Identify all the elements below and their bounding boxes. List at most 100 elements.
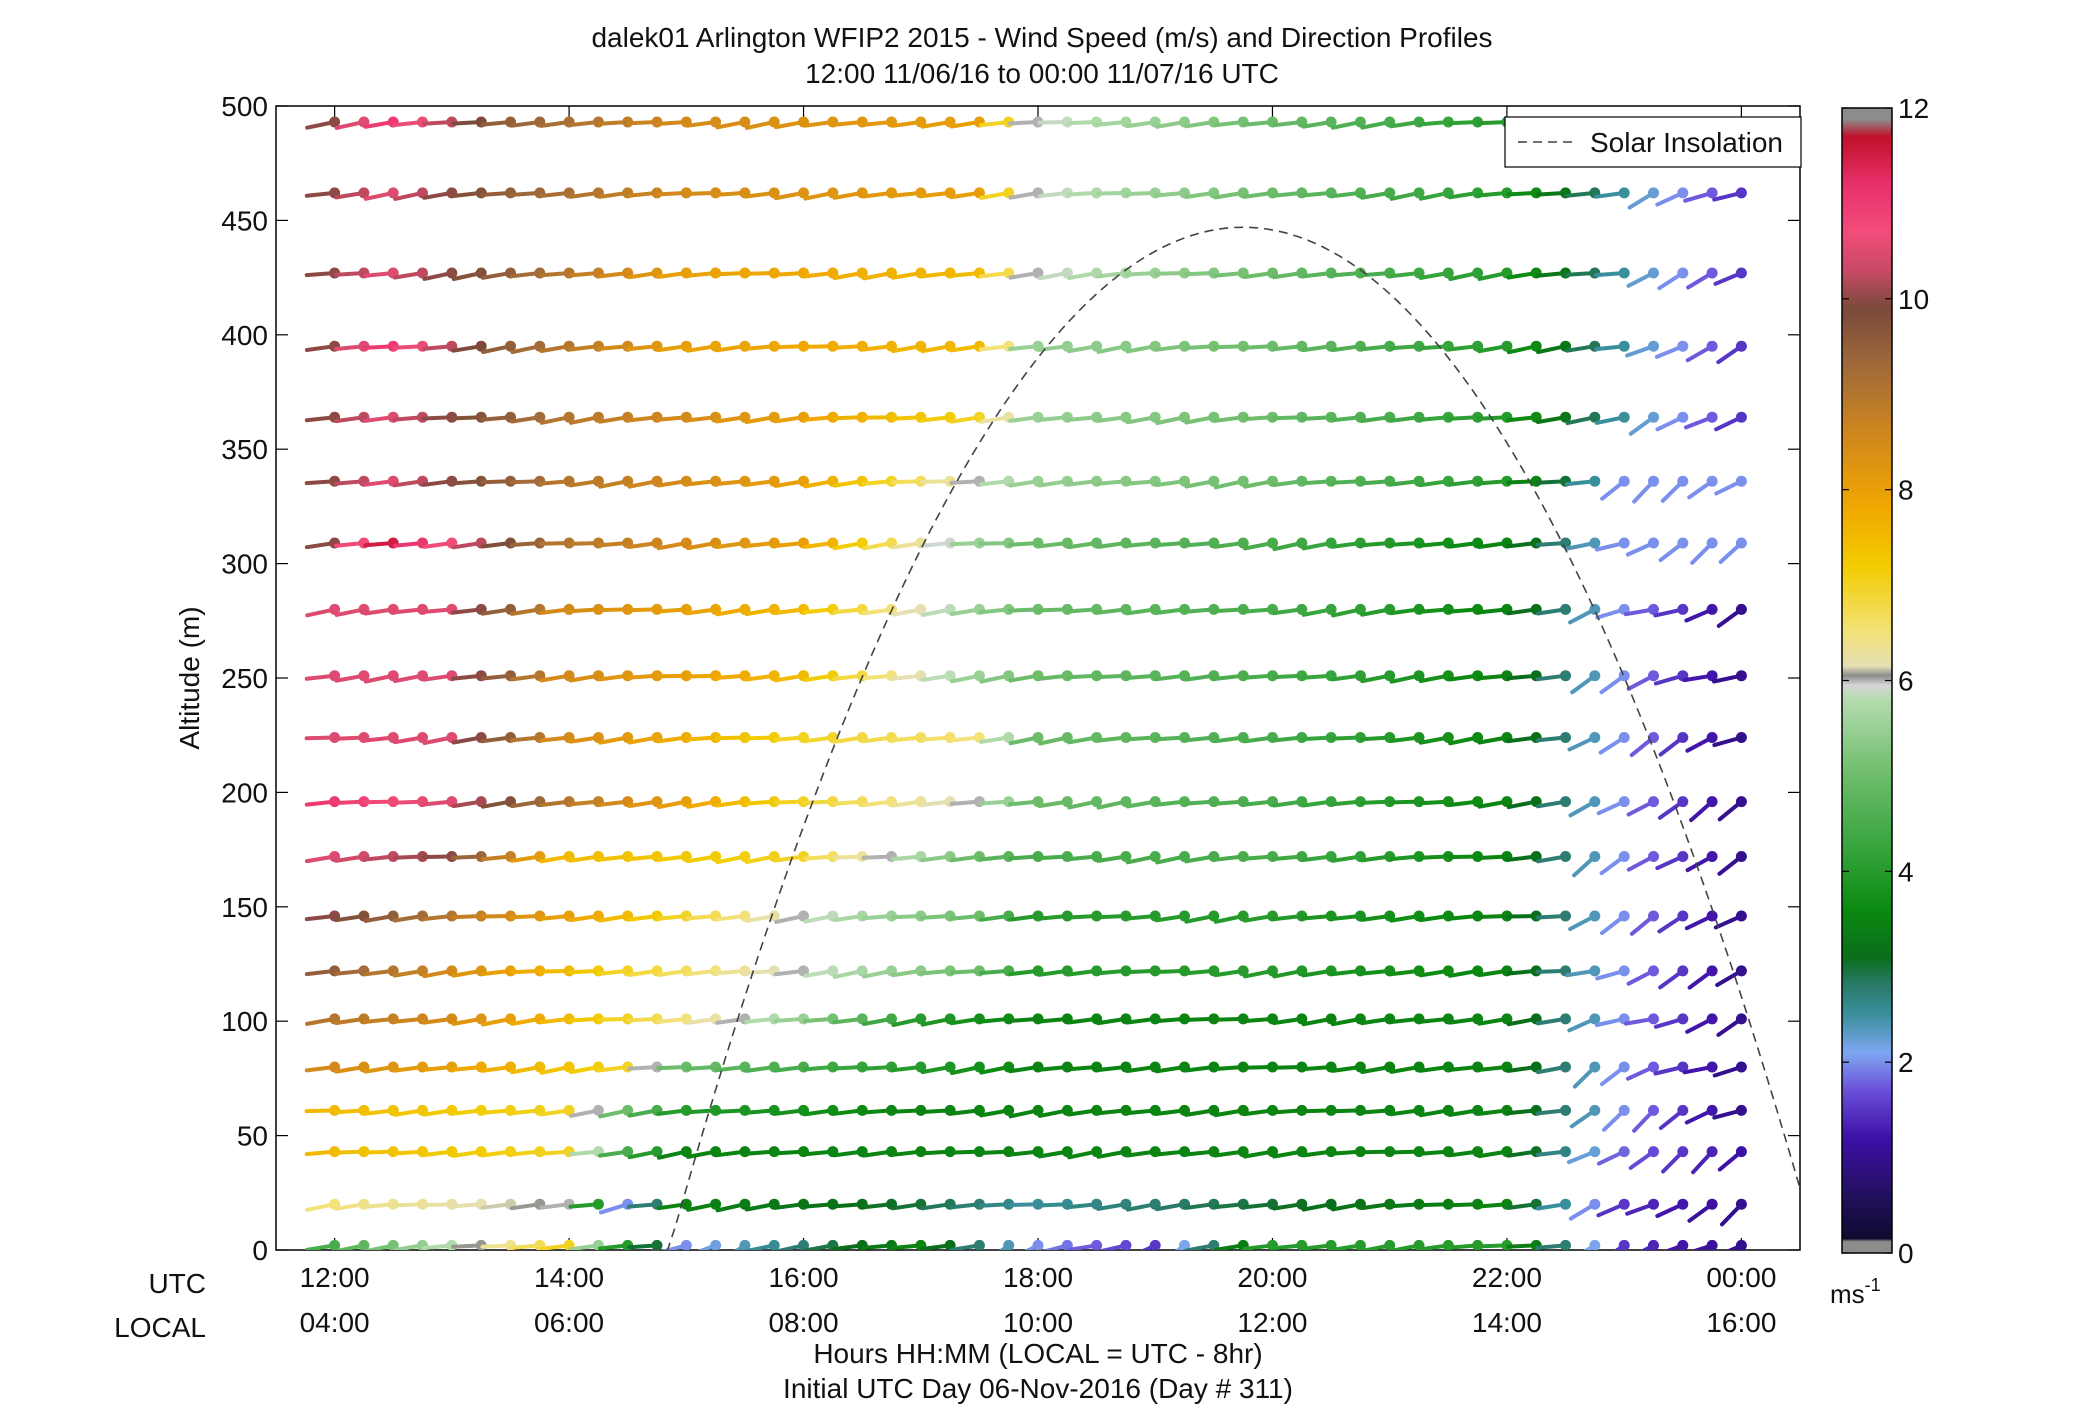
wind-barb-point	[329, 1239, 341, 1250]
wind-barb-point	[1706, 851, 1718, 862]
local-row-label: LOCAL	[114, 1312, 206, 1343]
wind-barb-point	[1735, 1239, 1747, 1250]
wind-barb-point	[563, 1104, 575, 1116]
wind-barb-point	[592, 1198, 604, 1210]
chart-title: dalek01 Arlington WFIP2 2015 - Wind Spee…	[591, 22, 1492, 53]
wind-barb-point	[1648, 1013, 1659, 1025]
wind-barb-point	[798, 1239, 809, 1250]
colorbar-tick-label: 12	[1898, 93, 1929, 124]
wind-barb-point	[710, 1198, 722, 1210]
wind-barb-point	[1032, 1104, 1044, 1116]
wind-barb-point	[651, 796, 663, 808]
wind-barb-point	[563, 411, 575, 423]
wind-barb-point	[1735, 1146, 1747, 1158]
y-tick-label: 450	[221, 205, 268, 236]
wind-barb-point	[1735, 965, 1747, 977]
wind-barb-point	[1354, 603, 1366, 615]
wind-barb-point	[1735, 411, 1747, 423]
wind-barb-point	[1677, 910, 1689, 922]
colorbar-tick-label: 0	[1898, 1238, 1914, 1269]
wind-barb-point	[1560, 603, 1571, 615]
wind-barb-point	[1648, 267, 1659, 279]
solar-insolation-curve	[651, 226, 1801, 1251]
x-axis-label-line1: Hours HH:MM (LOCAL = UTC - 8hr)	[813, 1338, 1262, 1369]
wind-barb-point	[827, 537, 839, 549]
wind-barb-point	[1120, 1198, 1132, 1210]
legend-label: Solar Insolation	[1590, 127, 1783, 158]
y-tick-label: 250	[221, 663, 268, 694]
wind-barb-point	[973, 1239, 985, 1250]
wind-barb-point	[1560, 910, 1571, 922]
wind-barb-point	[1120, 340, 1132, 352]
x-tick-label-local: 08:00	[768, 1307, 838, 1338]
wind-barb-point	[1735, 732, 1747, 743]
wind-barb-point	[1091, 796, 1103, 808]
wind-barb-point	[1179, 910, 1190, 922]
x-tick-label-local: 06:00	[534, 1307, 604, 1338]
colorbar-ticks: 0 2 4 6 8 10 12	[1842, 93, 1929, 1269]
wind-barb-point	[1735, 796, 1747, 808]
wind-barb-point	[1354, 116, 1366, 128]
wind-barb-point	[1706, 732, 1718, 743]
wind-barb-point	[1735, 475, 1747, 487]
wind-barb-point	[475, 1013, 487, 1025]
wind-barb-point	[1618, 910, 1630, 922]
wind-barb-point	[856, 537, 868, 549]
wind-barb-point	[622, 475, 634, 487]
wind-barb-point	[1061, 1146, 1073, 1158]
wind-barb-point	[475, 796, 487, 808]
wind-barb-point	[739, 1198, 751, 1210]
wind-barb-point	[1677, 411, 1689, 423]
wind-barb-point	[1296, 537, 1308, 549]
wind-barb-point	[1384, 670, 1396, 682]
wind-barb-point	[1706, 1198, 1718, 1210]
wind-barbs	[304, 116, 1747, 1250]
wind-barb-point	[622, 1146, 634, 1158]
wind-barb-point	[1706, 1239, 1718, 1250]
wind-barb-point	[1648, 965, 1659, 977]
wind-barb-point	[1120, 1239, 1132, 1250]
wind-barb-point	[1003, 1239, 1015, 1250]
x-axis: 12:00 04:00 14:00 06:00 16:00 08:00 18:00 10:00…	[300, 106, 1776, 1338]
colorbar-tick-label: 8	[1898, 475, 1914, 506]
wind-barb-point	[1677, 1104, 1689, 1116]
y-tick-label: 200	[221, 777, 268, 808]
wind-barb-point	[1706, 267, 1718, 279]
wind-barb-point	[1325, 1013, 1337, 1025]
wind-barb-point	[1032, 732, 1044, 743]
wind-barb-point	[944, 1239, 956, 1250]
wind-barb-point	[1648, 475, 1659, 487]
wind-barb-point	[1706, 910, 1718, 922]
wind-barb-point	[1706, 340, 1718, 352]
wind-barb-point	[1706, 1061, 1718, 1073]
wind-barb-point	[417, 732, 428, 743]
wind-barb-point	[1384, 187, 1396, 199]
wind-barb-point	[1648, 1146, 1659, 1158]
wind-barb-point	[1296, 603, 1308, 615]
x-tick-label-utc: 12:00	[300, 1262, 370, 1293]
wind-barb-point	[1618, 796, 1630, 808]
wind-barb-point	[1677, 187, 1689, 199]
wind-barb-point	[768, 116, 780, 128]
wind-barb-point	[1648, 1198, 1659, 1210]
wind-barb-point	[1589, 1061, 1601, 1073]
wind-barb-point	[505, 1061, 516, 1073]
wind-barb-point	[1560, 670, 1571, 682]
wind-barb-point	[1618, 1198, 1630, 1210]
wind-barb-point	[1677, 267, 1689, 279]
wind-barb-point	[1735, 1013, 1747, 1025]
colorbar: 0 2 4 6 8 10 12 ms-1	[1830, 93, 1929, 1309]
wind-barb-point	[915, 603, 927, 615]
wind-barb-point	[387, 187, 399, 199]
wind-barb-point	[1648, 1239, 1659, 1250]
wind-barb-point	[592, 732, 604, 743]
wind-barb-point	[1677, 1146, 1689, 1158]
wind-barb-point	[1618, 1104, 1630, 1116]
wind-barb-point	[1003, 732, 1015, 743]
wind-barb-point	[592, 475, 604, 487]
wind-barb-point	[1677, 1061, 1689, 1073]
wind-barb-point	[534, 411, 546, 423]
wind-barb-point	[563, 1061, 575, 1073]
wind-barb-point	[739, 851, 751, 862]
